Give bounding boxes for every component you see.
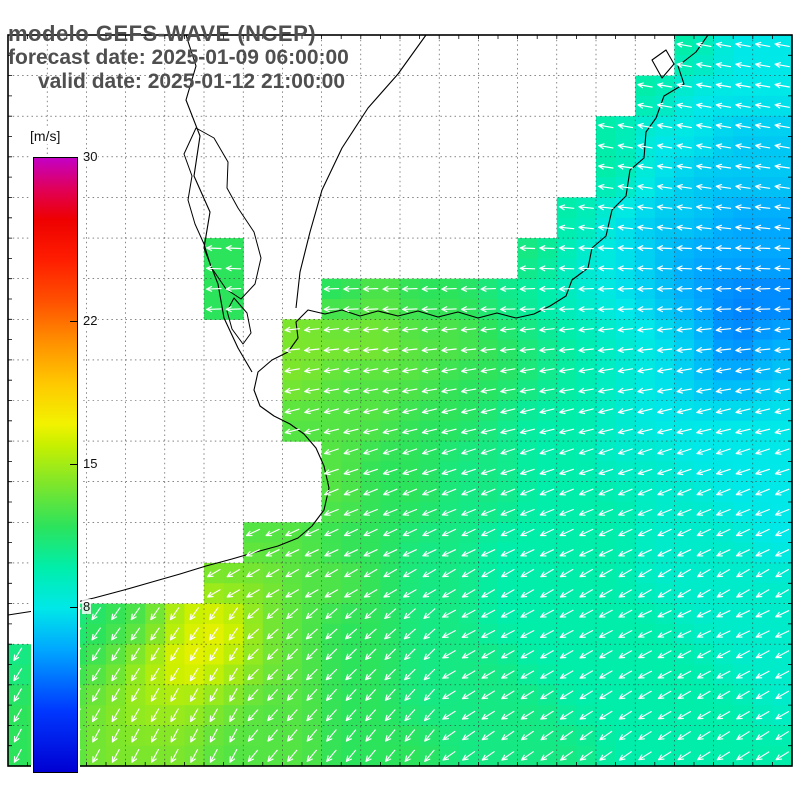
model-title: modelo GEFS-WAVE (NCEP) (8, 21, 317, 46)
plot-frame (7, 34, 793, 767)
graticule-layer (8, 35, 792, 766)
chart-header: modelo GEFS-WAVE (NCEP) forecast date: 2… (8, 22, 349, 94)
coastline-layer (7, 34, 709, 616)
valid-date-label: valid date: 2025-01-12 21:00:00 (38, 70, 346, 93)
direction-arrows-layer (13, 41, 790, 763)
forecast-date-label: forecast date: 2025-01-09 06:00:00 (8, 46, 349, 69)
